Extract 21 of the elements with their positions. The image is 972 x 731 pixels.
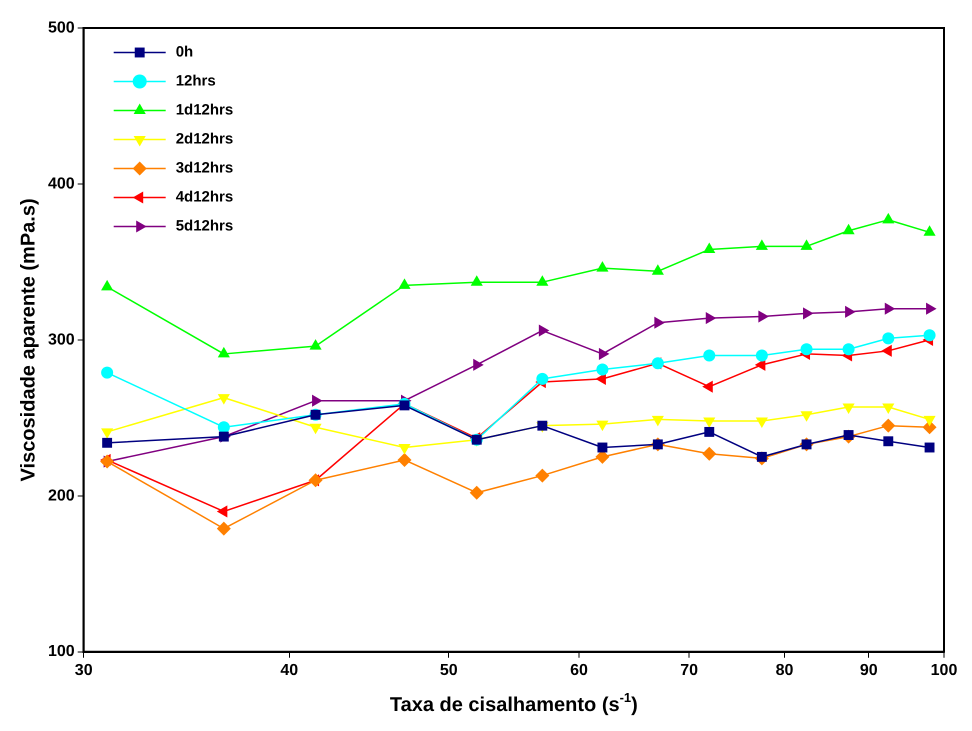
x-tick-label: 30 bbox=[74, 662, 93, 679]
x-tick-label: 80 bbox=[776, 662, 794, 679]
legend-label: 1d12hrs bbox=[176, 102, 234, 119]
x-tick-label: 70 bbox=[680, 662, 698, 679]
legend-label: 0h bbox=[176, 44, 194, 61]
x-tick-label: 60 bbox=[570, 662, 588, 679]
legend-label: 3d12hrs bbox=[176, 160, 234, 177]
y-tick-label: 100 bbox=[48, 643, 75, 660]
legend-label: 4d12hrs bbox=[176, 188, 234, 206]
x-tick-label: 50 bbox=[440, 662, 458, 679]
x-tick-label: 90 bbox=[860, 662, 878, 679]
y-tick-label: 500 bbox=[48, 19, 75, 36]
legend-label: 5d12hrs bbox=[176, 218, 234, 235]
x-tick-label: 40 bbox=[280, 662, 298, 679]
legend-label: 12hrs bbox=[176, 72, 216, 90]
x-tick-label: 100 bbox=[930, 662, 958, 679]
y-tick-label: 200 bbox=[48, 487, 75, 504]
y-axis-title: Viscosidade aparente (mPa.s) bbox=[18, 198, 40, 482]
y-tick-label: 300 bbox=[48, 331, 75, 348]
legend-label: 2d12hrs bbox=[176, 130, 234, 148]
y-tick-label: 400 bbox=[48, 175, 75, 192]
